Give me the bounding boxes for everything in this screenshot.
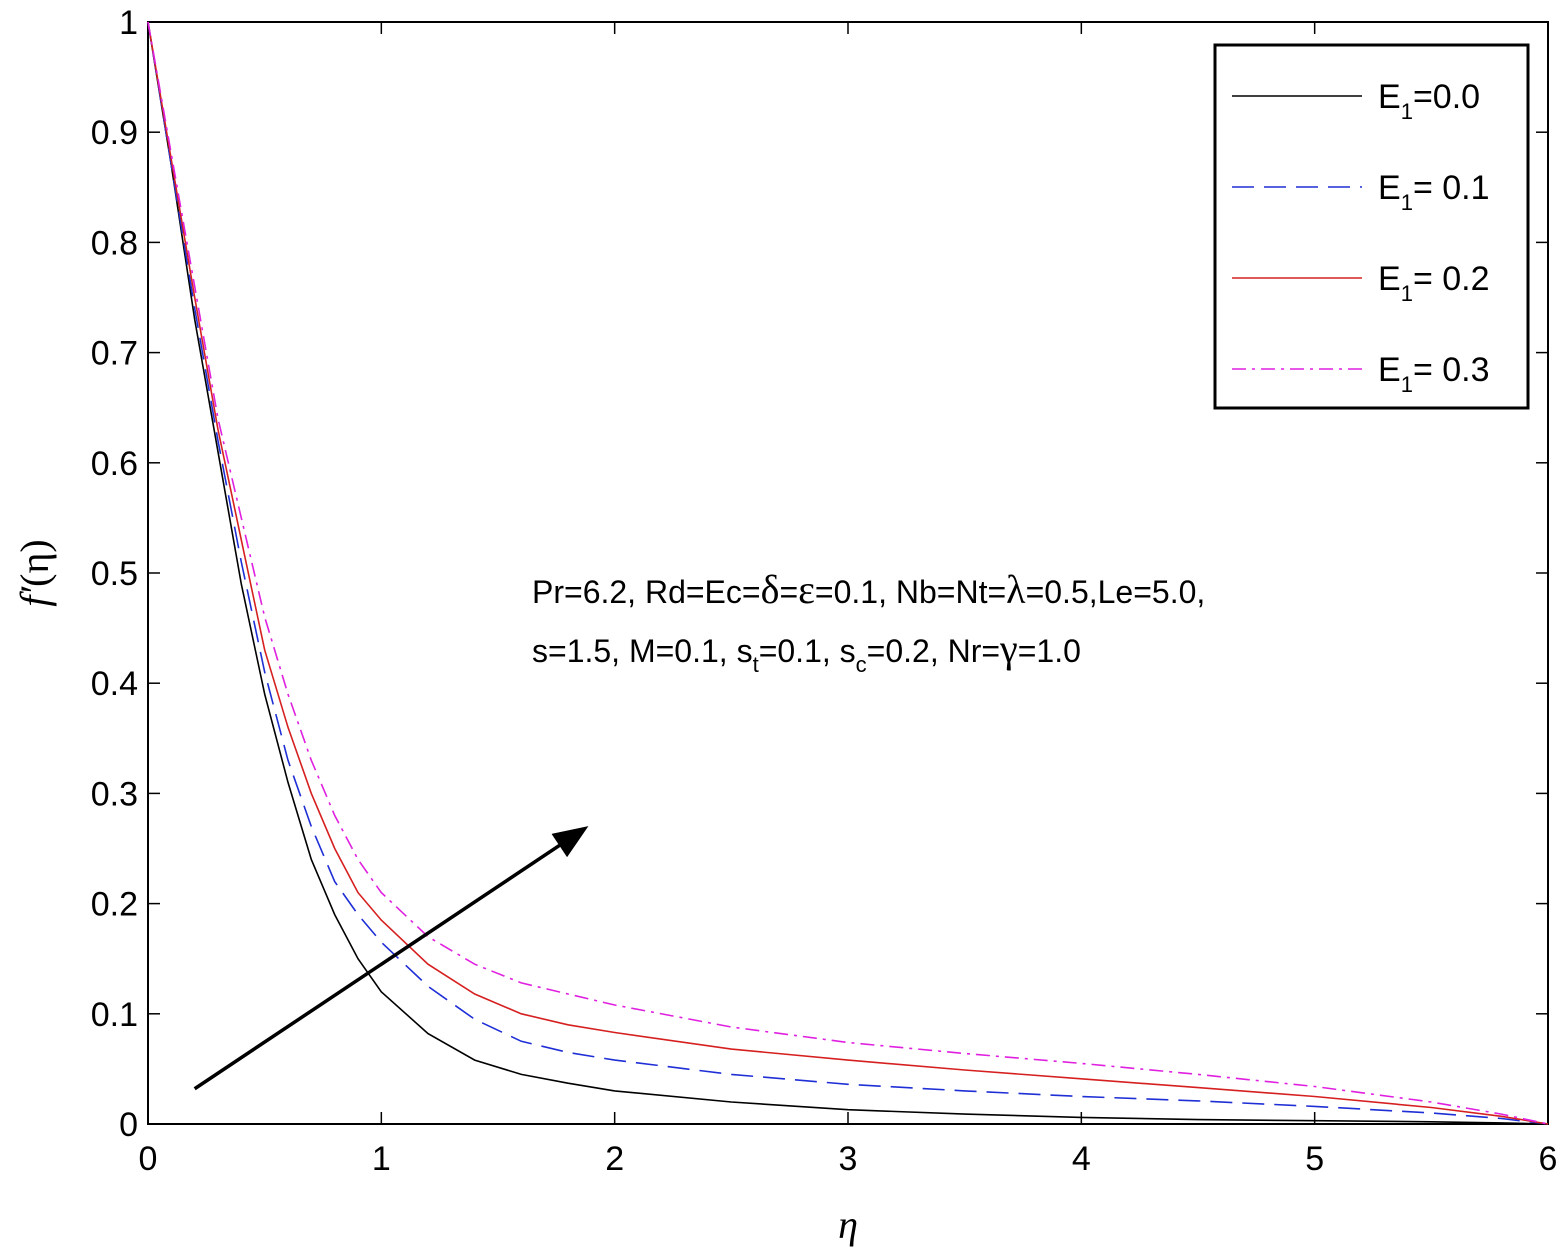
x-axis-label: η [838,1202,858,1247]
series-line-2 [147,21,1549,1125]
parameter-annotation-line-2: s=1.5, M=0.1, st=0.1, sc=0.2, Nr=γ=1.0 [532,626,1081,677]
series-line-3 [147,21,1549,1125]
x-tick-label: 6 [1539,1140,1558,1178]
y-tick-label: 0.5 [91,555,138,593]
x-tick-label: 1 [372,1140,391,1178]
y-tick-label: 0.4 [91,665,138,703]
series-lines [147,21,1549,1125]
parameter-annotation-line-1: Pr=6.2, Rd=Ec=δ=ε=0.1, Nb=Nt=λ=0.5,Le=5.… [532,567,1205,612]
y-tick-label: 0 [119,1106,138,1144]
y-tick-label: 0.8 [91,224,138,262]
y-tick-label: 0.1 [91,996,138,1034]
y-tick-label: 1 [119,4,138,42]
trend-arrow [193,826,589,1091]
x-tick-label: 0 [139,1140,158,1178]
axis-ticks [147,21,1549,1125]
legend-label-1: E1= 0.1 [1378,169,1490,215]
y-tick-label: 0.3 [91,775,138,813]
y-tick-label: 0.7 [91,335,138,373]
x-tick-label: 5 [1305,1140,1324,1178]
y-axis-label: f′(η) [12,539,57,606]
legend-label-0: E1=0.0 [1378,78,1480,124]
legend-label-2: E1= 0.2 [1378,260,1490,306]
x-tick-label: 4 [1072,1140,1091,1178]
legend-label-3: E1= 0.3 [1378,351,1490,397]
y-tick-label: 0.2 [91,886,138,924]
x-tick-label: 3 [839,1140,858,1178]
x-tick-labels: 0 1 2 3 4 5 6 [139,1140,1558,1178]
y-tick-labels: 0 0.1 0.2 0.3 0.4 0.5 0.6 0.7 0.8 0.9 1 [91,4,138,1144]
series-line-0 [147,21,1549,1125]
series-line-1 [147,21,1549,1125]
legend: E1=0.0 E1= 0.1 E1= 0.2 E1= 0.3 [1213,43,1530,410]
y-tick-label: 0.6 [91,445,138,483]
x-tick-label: 2 [605,1140,624,1178]
legend-box [1213,43,1530,410]
y-tick-label: 0.9 [91,114,138,152]
